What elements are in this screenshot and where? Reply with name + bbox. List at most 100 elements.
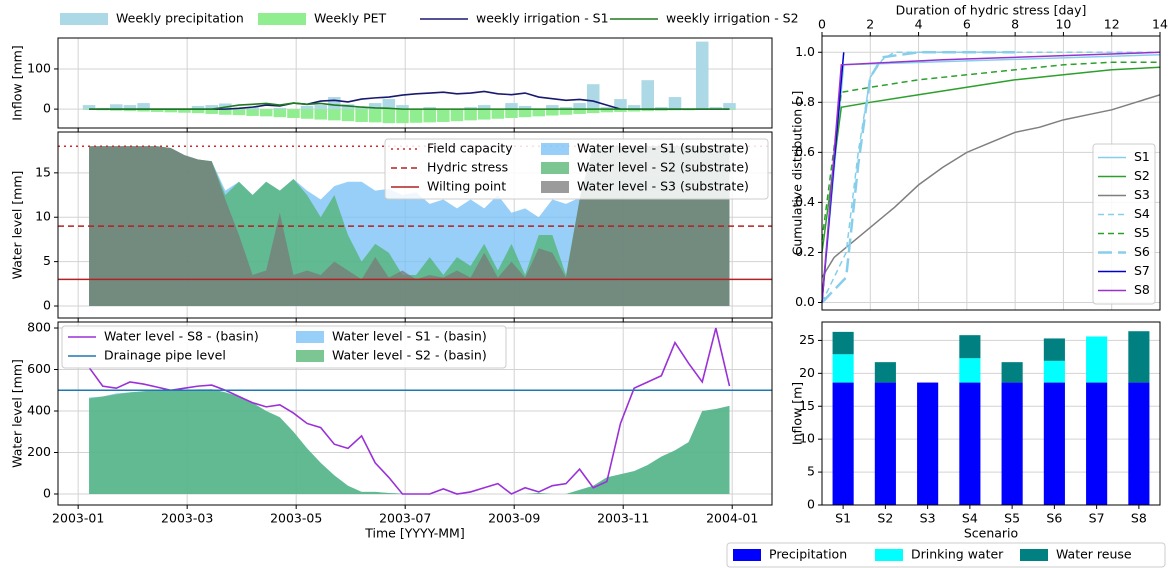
bar bbox=[641, 109, 654, 112]
legend-label: Wilting point bbox=[427, 179, 506, 194]
x-tick-label: 8 bbox=[1011, 17, 1019, 32]
bar bbox=[546, 109, 559, 116]
bar-segment bbox=[959, 358, 981, 383]
cdf-line bbox=[821, 51, 1161, 303]
bar-segment bbox=[1086, 382, 1108, 505]
legend-label: S8 bbox=[1134, 282, 1150, 297]
bar bbox=[695, 41, 709, 110]
legend-swatch bbox=[60, 13, 108, 25]
legend-swatch bbox=[541, 181, 569, 193]
bar bbox=[600, 107, 614, 110]
bar bbox=[614, 99, 627, 110]
legend-label: Hydric stress bbox=[427, 160, 508, 175]
y-tick-label: 10 bbox=[35, 209, 51, 224]
legend-label: Water level - S2 - (basin) bbox=[332, 348, 487, 363]
bar bbox=[341, 104, 355, 110]
bar bbox=[219, 109, 232, 115]
bar-segment bbox=[959, 335, 981, 359]
x-tick-label: 6 bbox=[963, 17, 971, 32]
bar bbox=[137, 109, 150, 112]
x-tick-label: S8 bbox=[1131, 511, 1147, 526]
x-tick-label: 10 bbox=[1055, 17, 1071, 32]
legend-label: Water level - S1 (substrate) bbox=[577, 141, 749, 156]
legend-label: S5 bbox=[1134, 225, 1150, 240]
x-tick-label: S3 bbox=[920, 511, 936, 526]
bar bbox=[709, 107, 723, 110]
bar bbox=[368, 109, 382, 123]
bar bbox=[614, 109, 627, 112]
legend-label: S3 bbox=[1134, 187, 1150, 202]
y-tick-label: 20 bbox=[799, 365, 815, 380]
bar bbox=[164, 109, 178, 113]
bar bbox=[518, 109, 532, 118]
bar bbox=[396, 105, 409, 110]
cdf-line bbox=[821, 66, 1161, 253]
legend-label: Drainage pipe level bbox=[104, 348, 226, 363]
bar-segment bbox=[917, 382, 939, 505]
y-tick-label: 100 bbox=[27, 60, 51, 75]
legend-swatch bbox=[541, 162, 569, 174]
bar bbox=[505, 109, 518, 118]
legend-label: Drinking water bbox=[911, 547, 1004, 562]
bar-segment bbox=[832, 382, 854, 505]
cdf-line bbox=[821, 51, 1160, 303]
bar bbox=[191, 105, 205, 110]
legend-box bbox=[726, 542, 1166, 568]
x-tick-label: 2004-01 bbox=[706, 511, 758, 526]
bar bbox=[723, 103, 736, 110]
y-tick-label: 0 bbox=[43, 486, 51, 501]
bar bbox=[300, 105, 314, 110]
bar bbox=[546, 105, 559, 110]
legend-label: Weekly precipitation bbox=[116, 11, 244, 26]
y-tick-label: 25 bbox=[799, 332, 815, 347]
bar bbox=[246, 107, 259, 110]
legend-swatch bbox=[296, 331, 324, 343]
y-tick-label: 5 bbox=[43, 253, 51, 268]
bar bbox=[368, 103, 382, 110]
plot-frame bbox=[57, 131, 773, 319]
bar bbox=[205, 109, 218, 114]
y-axis-label: Water level [mm] bbox=[10, 171, 25, 280]
legend-swatch bbox=[258, 13, 306, 25]
bar bbox=[191, 109, 205, 114]
plot-frame bbox=[57, 37, 773, 129]
bar bbox=[668, 97, 682, 110]
legend-box bbox=[1092, 143, 1156, 305]
bar bbox=[232, 109, 246, 116]
y-axis-label: Inflow [mm] bbox=[10, 45, 25, 120]
legend-swatch bbox=[1020, 549, 1048, 561]
y-tick-label: 10 bbox=[799, 431, 815, 446]
y-tick-label: 0 bbox=[807, 497, 815, 512]
legend-box bbox=[384, 138, 769, 200]
bar bbox=[328, 97, 341, 110]
bar bbox=[287, 109, 300, 118]
y-tick-label: 800 bbox=[27, 320, 51, 335]
bar-segment bbox=[832, 331, 854, 355]
legend-swatch bbox=[875, 549, 903, 561]
bar bbox=[573, 103, 586, 110]
plot-background bbox=[822, 322, 1160, 505]
legend-label: weekly irrigation - S2 bbox=[666, 11, 799, 26]
x-tick-label: 4 bbox=[915, 17, 923, 32]
x-tick-label: 2003-01 bbox=[52, 511, 104, 526]
bar bbox=[396, 109, 409, 124]
bar bbox=[641, 80, 654, 110]
bar-segment bbox=[959, 382, 981, 505]
bar-segment bbox=[1043, 338, 1065, 361]
bar-segment bbox=[832, 354, 854, 383]
bar bbox=[110, 104, 123, 110]
y-axis-label: Cumulative distribution [-] bbox=[790, 91, 805, 256]
bar bbox=[259, 109, 273, 117]
plot-frame bbox=[821, 321, 1161, 506]
bar bbox=[123, 109, 137, 112]
area bbox=[89, 389, 730, 494]
bar bbox=[600, 109, 614, 113]
y-tick-label: 0 bbox=[43, 101, 51, 116]
bar bbox=[518, 105, 532, 110]
bar-segment bbox=[874, 382, 896, 505]
x-axis-label: Duration of hydric stress [day] bbox=[896, 3, 1087, 18]
bar bbox=[382, 109, 396, 124]
x-tick-label: 2003-05 bbox=[270, 511, 322, 526]
y-tick-label: 600 bbox=[27, 361, 51, 376]
